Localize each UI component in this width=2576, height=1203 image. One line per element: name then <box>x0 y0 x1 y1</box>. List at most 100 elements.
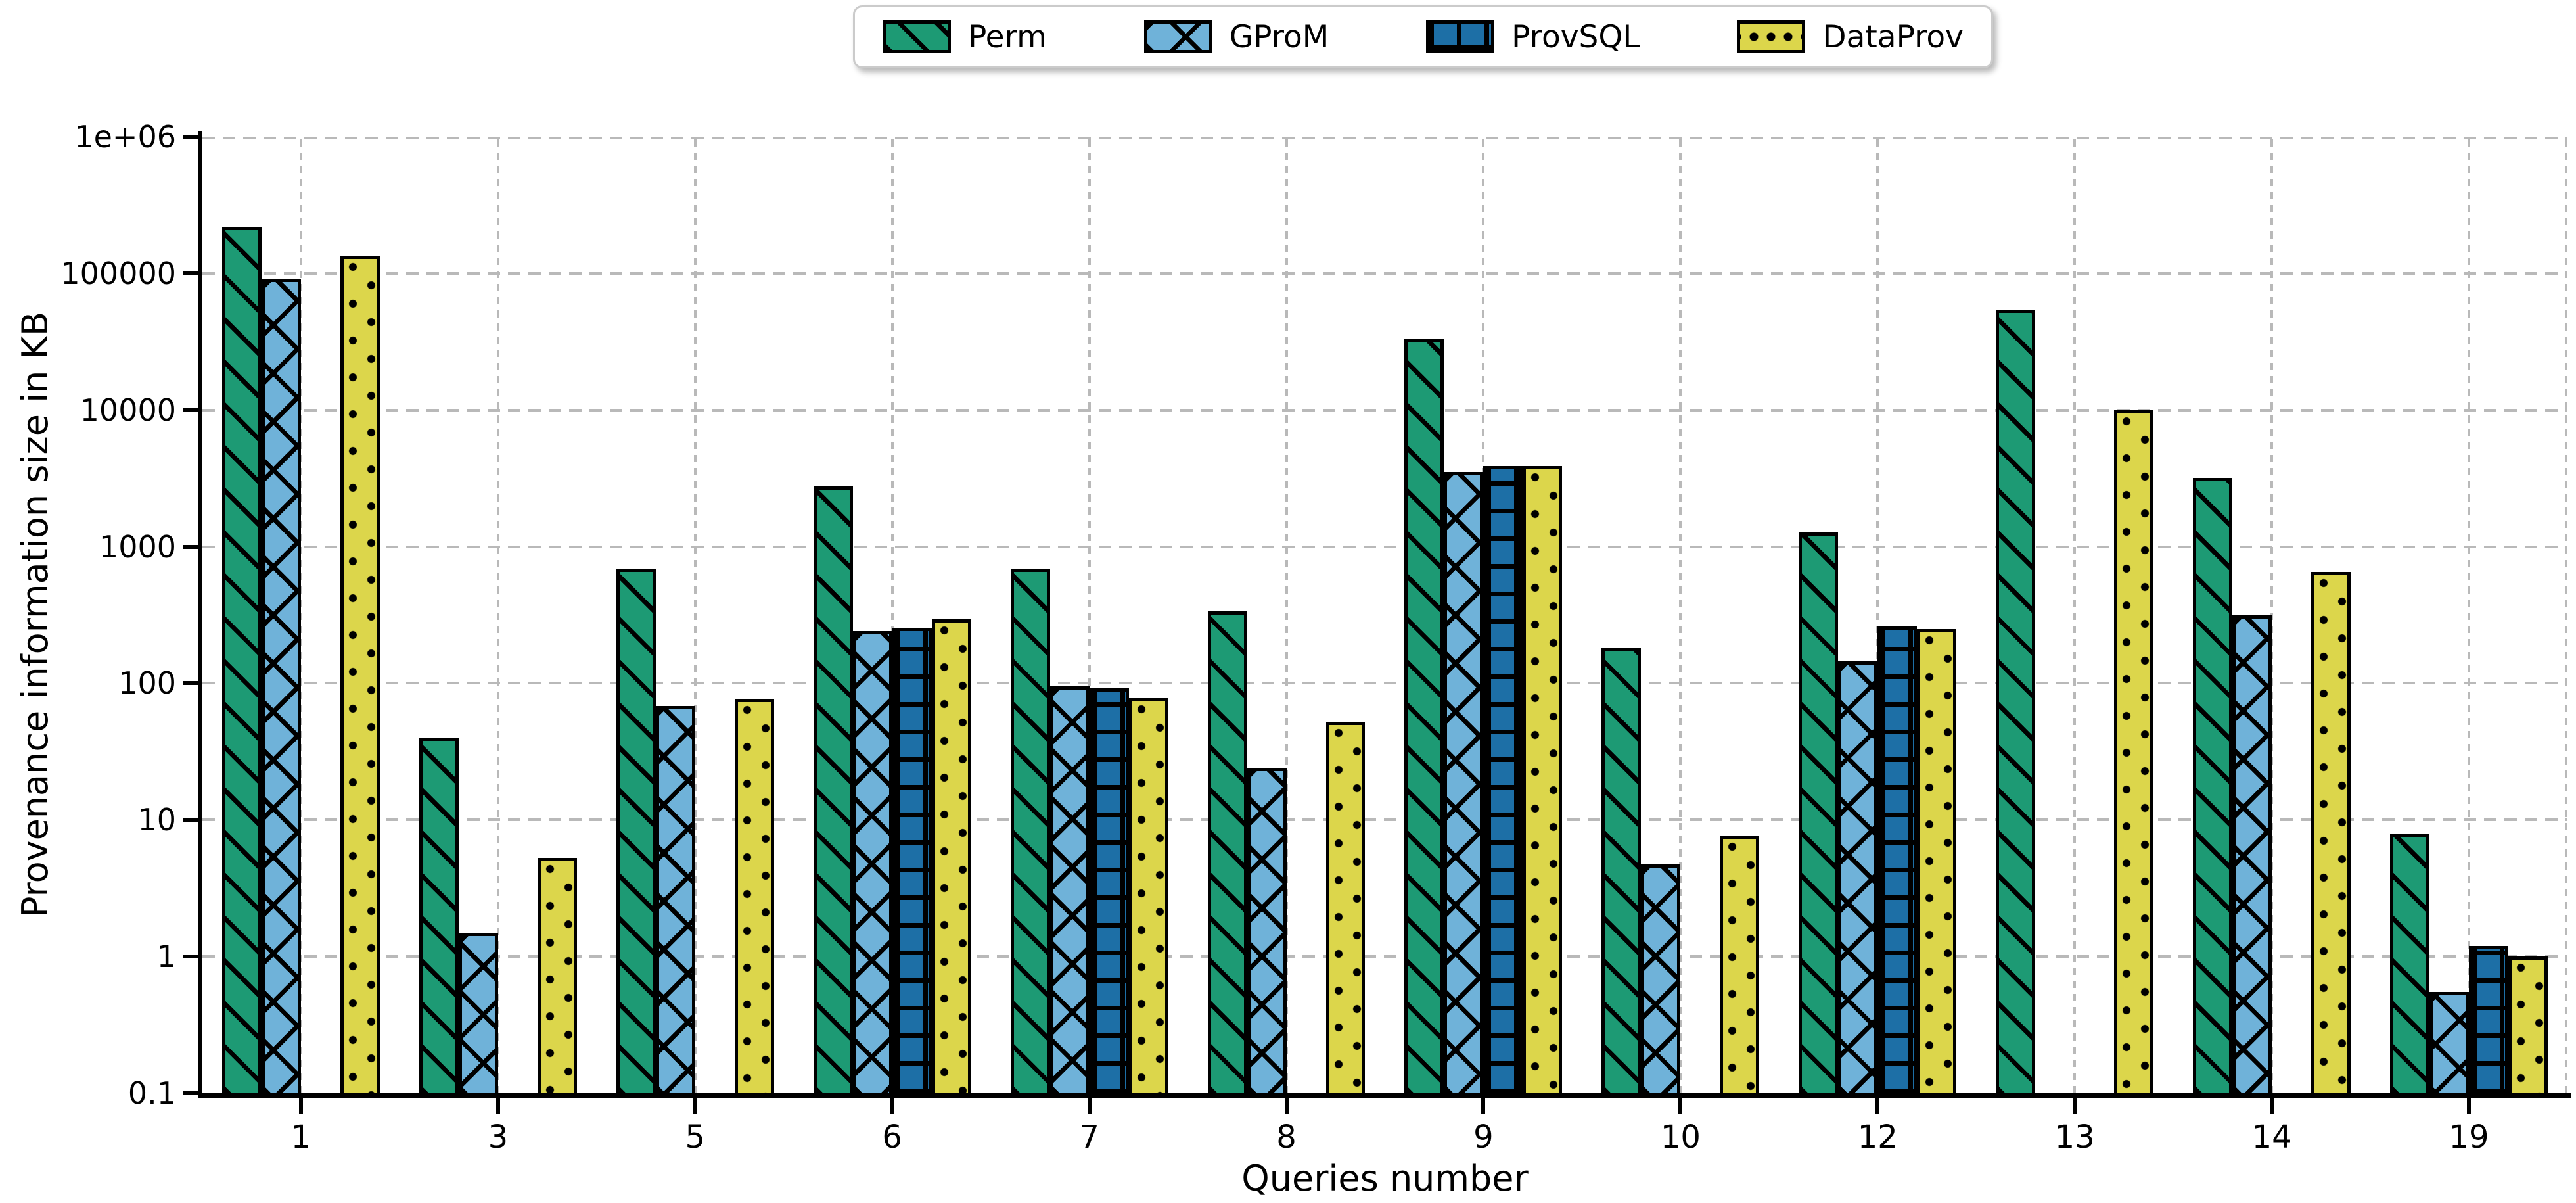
legend-label-dataprov: DataProv <box>1822 18 1964 55</box>
bar-provsql-q6 <box>892 627 932 1093</box>
y-gridline-1 <box>202 955 2567 958</box>
bar-dataprov-q5 <box>734 699 774 1093</box>
x-gridline-5 <box>693 137 697 1093</box>
bar-gprom-q19 <box>2429 992 2470 1093</box>
bar-perm-q5 <box>616 569 656 1093</box>
y-tick-mark-100000 <box>183 271 198 275</box>
bar-perm-q6 <box>813 486 853 1093</box>
bar-perm-q14 <box>2193 477 2233 1093</box>
y-gridline-100000 <box>202 271 2567 275</box>
bar-perm-q9 <box>1404 339 1444 1093</box>
x-gridline-14 <box>2270 137 2274 1093</box>
dataprov-swatch-icon <box>1737 20 1806 53</box>
legend-item-perm: Perm <box>883 20 1047 53</box>
x-axis-spine <box>198 1093 2571 1098</box>
provsql-swatch-icon <box>1426 20 1495 53</box>
x-tick-label: 9 <box>1473 1119 1494 1156</box>
legend-item-provsql: ProvSQL <box>1426 20 1640 53</box>
x-tick-label: 5 <box>685 1119 706 1156</box>
perm-swatch-icon <box>883 20 951 53</box>
bar-gprom-q14 <box>2232 615 2272 1093</box>
y-tick-mark-10 <box>183 818 198 822</box>
x-tick-label: 19 <box>2449 1119 2489 1156</box>
legend-item-dataprov: DataProv <box>1737 20 1964 53</box>
y-tick-label: 0.1 <box>127 1075 176 1111</box>
y-tick-label: 1000 <box>99 529 176 565</box>
bar-provsql-q7 <box>1089 688 1129 1093</box>
x-gridline-13 <box>2073 137 2077 1093</box>
x-tick-mark-9 <box>1481 1098 1486 1114</box>
x-gridline-19 <box>2468 137 2471 1093</box>
bar-perm-q7 <box>1010 569 1050 1093</box>
y-axis-spine <box>198 131 202 1098</box>
bar-gprom-q9 <box>1444 472 1484 1093</box>
bar-perm-q8 <box>1207 611 1247 1093</box>
y-gridline-1000000 <box>202 137 2567 139</box>
bar-perm-q13 <box>1996 310 2036 1093</box>
x-gridline-8 <box>1285 137 1288 1093</box>
x-tick-label: 14 <box>2251 1119 2292 1156</box>
bar-dataprov-q6 <box>931 619 971 1093</box>
x-axis-title: Queries number <box>1241 1158 1529 1199</box>
bar-gprom-q6 <box>852 631 892 1093</box>
legend-item-gprom: GProM <box>1143 18 1329 55</box>
x-tick-mark-5 <box>693 1098 697 1114</box>
x-gridline-10 <box>1679 137 1682 1093</box>
x-gridline-1 <box>299 137 302 1093</box>
y-tick-label: 100000 <box>60 255 176 291</box>
bar-provsql-q19 <box>2469 945 2508 1093</box>
bar-dataprov-q9 <box>1523 465 1563 1093</box>
bar-provsql-q9 <box>1483 465 1523 1093</box>
bar-gprom-q12 <box>1838 661 1878 1093</box>
x-tick-mark-10 <box>1678 1098 1683 1114</box>
bar-gprom-q7 <box>1049 686 1090 1093</box>
x-tick-mark-13 <box>2073 1098 2077 1114</box>
y-gridline-10 <box>202 818 2567 822</box>
bar-dataprov-q13 <box>2114 410 2154 1093</box>
y-tick-label: 100 <box>118 665 176 701</box>
x-tick-mark-6 <box>890 1098 894 1114</box>
x-tick-mark-8 <box>1284 1098 1289 1114</box>
x-tick-label: 6 <box>882 1119 902 1156</box>
x-tick-mark-14 <box>2270 1098 2274 1114</box>
bar-gprom-q1 <box>261 279 301 1093</box>
bar-gprom-q3 <box>458 932 498 1093</box>
x-tick-label: 3 <box>488 1119 509 1156</box>
x-tick-label: 7 <box>1079 1119 1099 1156</box>
x-tick-mark-12 <box>1875 1098 1880 1114</box>
x-tick-mark-7 <box>1087 1098 1092 1114</box>
y-tick-mark-1 <box>183 955 198 959</box>
y-tick-mark-1e+06 <box>183 135 198 139</box>
bar-dataprov-q19 <box>2508 956 2548 1093</box>
x-tick-mark-19 <box>2467 1098 2472 1114</box>
bar-perm-q19 <box>2390 834 2430 1093</box>
x-tick-label: 1 <box>290 1119 311 1156</box>
legend-label-gprom: GProM <box>1229 18 1329 55</box>
legend: Perm GProM ProvSQL DataProv <box>853 5 1993 68</box>
y-tick-mark-100 <box>183 681 198 686</box>
y-gridline-100 <box>202 682 2567 685</box>
x-tick-mark-1 <box>298 1098 303 1114</box>
bar-gprom-q8 <box>1247 768 1287 1093</box>
bar-perm-q1 <box>221 226 262 1093</box>
gprom-swatch-icon <box>1143 20 1212 53</box>
bar-dataprov-q10 <box>1720 835 1760 1093</box>
bar-dataprov-q3 <box>537 857 577 1093</box>
bar-dataprov-q14 <box>2311 572 2351 1093</box>
bar-dataprov-q1 <box>340 255 380 1093</box>
bar-dataprov-q7 <box>1128 697 1168 1093</box>
y-tick-mark-10000 <box>183 408 198 412</box>
y-gridline-1000 <box>202 545 2567 548</box>
bar-perm-q3 <box>419 738 459 1093</box>
y-tick-label: 10000 <box>80 392 176 428</box>
bar-gprom-q5 <box>655 706 695 1093</box>
bar-gprom-q10 <box>1641 864 1681 1093</box>
y-gridline-10000 <box>202 408 2567 412</box>
bar-perm-q12 <box>1799 532 1839 1093</box>
x-tick-mark-3 <box>495 1098 500 1114</box>
x-tick-label: 8 <box>1276 1119 1297 1156</box>
x-gridline-6 <box>890 137 894 1093</box>
bar-perm-q10 <box>1601 648 1642 1093</box>
legend-label-provsql: ProvSQL <box>1511 18 1640 55</box>
